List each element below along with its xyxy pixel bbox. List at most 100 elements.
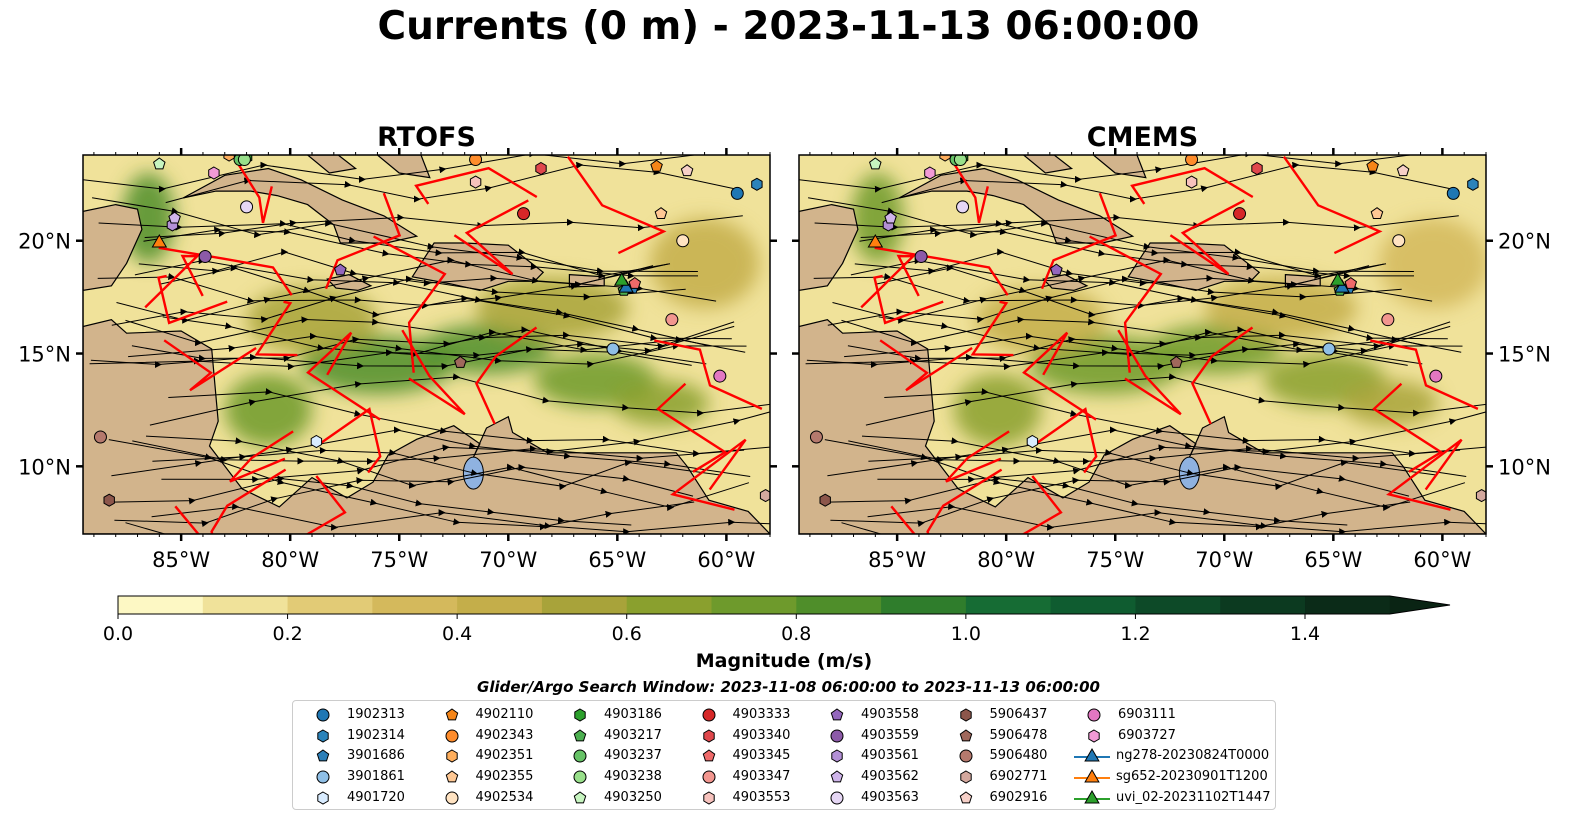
x-tick-label: 60°W bbox=[1413, 548, 1471, 572]
legend-symbol-icon bbox=[317, 729, 329, 743]
legend-label: uvi_02-20231102T1447 bbox=[1116, 789, 1271, 805]
legend-symbol-icon bbox=[445, 791, 458, 805]
glider-marker-ng278-20230824T0000 bbox=[1334, 279, 1350, 293]
eez-boundary bbox=[254, 300, 298, 357]
float-marker-4903238 bbox=[953, 155, 967, 167]
float-marker-6902771 bbox=[759, 489, 770, 503]
legend-label: 4903345 bbox=[732, 748, 791, 764]
float-marker-4901720 bbox=[1026, 434, 1039, 449]
legend-label: 4903553 bbox=[732, 789, 791, 805]
streamline bbox=[799, 155, 1415, 193]
eez-boundary bbox=[401, 329, 466, 416]
float-marker-4902351 bbox=[939, 155, 951, 162]
colorbar-tick-label: 0.2 bbox=[272, 623, 302, 645]
x-tick-label: 75°W bbox=[370, 548, 428, 572]
colorbar-bin bbox=[881, 596, 967, 614]
streamline bbox=[827, 426, 1467, 477]
legend-symbol-icon bbox=[702, 708, 715, 722]
legend-label: 4903558 bbox=[861, 707, 919, 722]
legend-symbol-icon bbox=[959, 729, 972, 742]
colorbar-bin bbox=[541, 596, 628, 614]
float-marker-4903563 bbox=[956, 200, 970, 214]
colorbar-bin bbox=[1305, 596, 1391, 614]
eez-boundary bbox=[163, 339, 257, 392]
legend-label: 3901861 bbox=[347, 769, 405, 785]
eez-boundary bbox=[1372, 382, 1444, 473]
float-marker-4901720 bbox=[310, 434, 323, 449]
legend: 1902313 1902314 3901686 3901861 4901720 49021… bbox=[292, 700, 1276, 810]
float-marker-1902314 bbox=[751, 177, 763, 191]
legend-label: 1902313 bbox=[347, 707, 405, 722]
map-panel-cmems: CMEMS 85°W 80°W 75°W 70°W 65°W 60°W 20°N 15°N 10°… bbox=[792, 122, 1551, 572]
float-marker-4903250 bbox=[153, 157, 166, 170]
eez-boundary bbox=[926, 468, 1003, 534]
eez-boundary bbox=[890, 505, 916, 534]
colorbar-bin bbox=[1050, 596, 1136, 614]
legend-symbol-icon bbox=[316, 708, 330, 722]
legend-symbol-icon bbox=[959, 708, 972, 722]
float-marker-4903558 bbox=[1050, 263, 1063, 276]
legend-label: 4903562 bbox=[861, 769, 919, 785]
float-marker-4902534 bbox=[1392, 234, 1406, 248]
land-polygon bbox=[799, 203, 859, 292]
legend-label: 5906437 bbox=[989, 707, 1048, 722]
float-marker-4903250 bbox=[869, 157, 882, 170]
legend-symbol-icon bbox=[316, 749, 330, 762]
legend-symbol-icon bbox=[702, 749, 715, 762]
colorbar-bin bbox=[711, 596, 797, 614]
y-tick-label: 10°N bbox=[1498, 455, 1551, 479]
eez-boundary bbox=[970, 300, 1014, 357]
colorbar-bin bbox=[965, 596, 1052, 614]
colorbar-tick-label: 0.0 bbox=[103, 623, 133, 645]
float-marker-4903553 bbox=[1185, 175, 1198, 189]
float-marker-3901861 bbox=[606, 342, 620, 356]
eez-boundary bbox=[475, 326, 538, 425]
eez-boundary bbox=[1117, 329, 1182, 416]
glider-marker-uvi_02-20231102T1447 bbox=[1329, 272, 1346, 286]
legend-symbol-icon bbox=[317, 791, 329, 805]
colorbar-bin bbox=[626, 596, 713, 614]
legend-symbol-icon bbox=[959, 749, 972, 763]
float-marker-4902351 bbox=[223, 155, 235, 162]
float-marker-4903347 bbox=[1381, 313, 1395, 327]
eez-boundary bbox=[324, 192, 402, 290]
streamline bbox=[111, 426, 751, 477]
float-marker-4902110 bbox=[650, 159, 663, 172]
float-marker-4902355 bbox=[1370, 207, 1384, 219]
legend-symbol-icon bbox=[316, 770, 330, 784]
legend-label: 4903563 bbox=[861, 789, 919, 805]
legend-label: 4903347 bbox=[732, 769, 791, 785]
colorbar-bin bbox=[1220, 596, 1306, 614]
eez-boundary bbox=[670, 438, 747, 511]
legend-label: 4903561 bbox=[861, 748, 919, 764]
legend-label: 5906480 bbox=[989, 748, 1048, 764]
float-marker-4903559 bbox=[914, 250, 928, 264]
eez-boundary bbox=[1191, 326, 1254, 425]
map-frame bbox=[82, 154, 771, 535]
y-tick-label: 10°N bbox=[18, 455, 71, 479]
float-marker-1902313 bbox=[1446, 186, 1460, 200]
legend-label: 4902343 bbox=[475, 727, 534, 743]
legend-symbol-icon bbox=[830, 791, 844, 805]
eez-boundary bbox=[1370, 339, 1479, 410]
eez-boundary bbox=[157, 274, 228, 325]
legend-symbol-icon bbox=[1087, 708, 1101, 722]
eez-boundary bbox=[318, 407, 382, 474]
float-marker-5906437 bbox=[103, 493, 115, 507]
float-marker-6902916 bbox=[1396, 164, 1410, 177]
x-tick-label: 80°W bbox=[977, 548, 1035, 572]
glider-marker-uvi_02-20231102T1447 bbox=[613, 272, 630, 286]
legend-label: 4903340 bbox=[732, 727, 791, 743]
x-tick-label: 80°W bbox=[261, 548, 319, 572]
float-marker-4902355 bbox=[654, 207, 668, 219]
eez-boundary bbox=[1034, 407, 1098, 474]
eez-boundary bbox=[414, 166, 538, 205]
legend-symbol-icon bbox=[702, 791, 715, 805]
eez-boundary bbox=[231, 155, 273, 224]
y-tick-label: 20°N bbox=[18, 230, 71, 254]
eez-boundary bbox=[1089, 235, 1163, 373]
legend-label: 4903559 bbox=[861, 727, 919, 743]
eez-boundary bbox=[879, 339, 973, 392]
float-marker-4902343 bbox=[469, 155, 483, 167]
